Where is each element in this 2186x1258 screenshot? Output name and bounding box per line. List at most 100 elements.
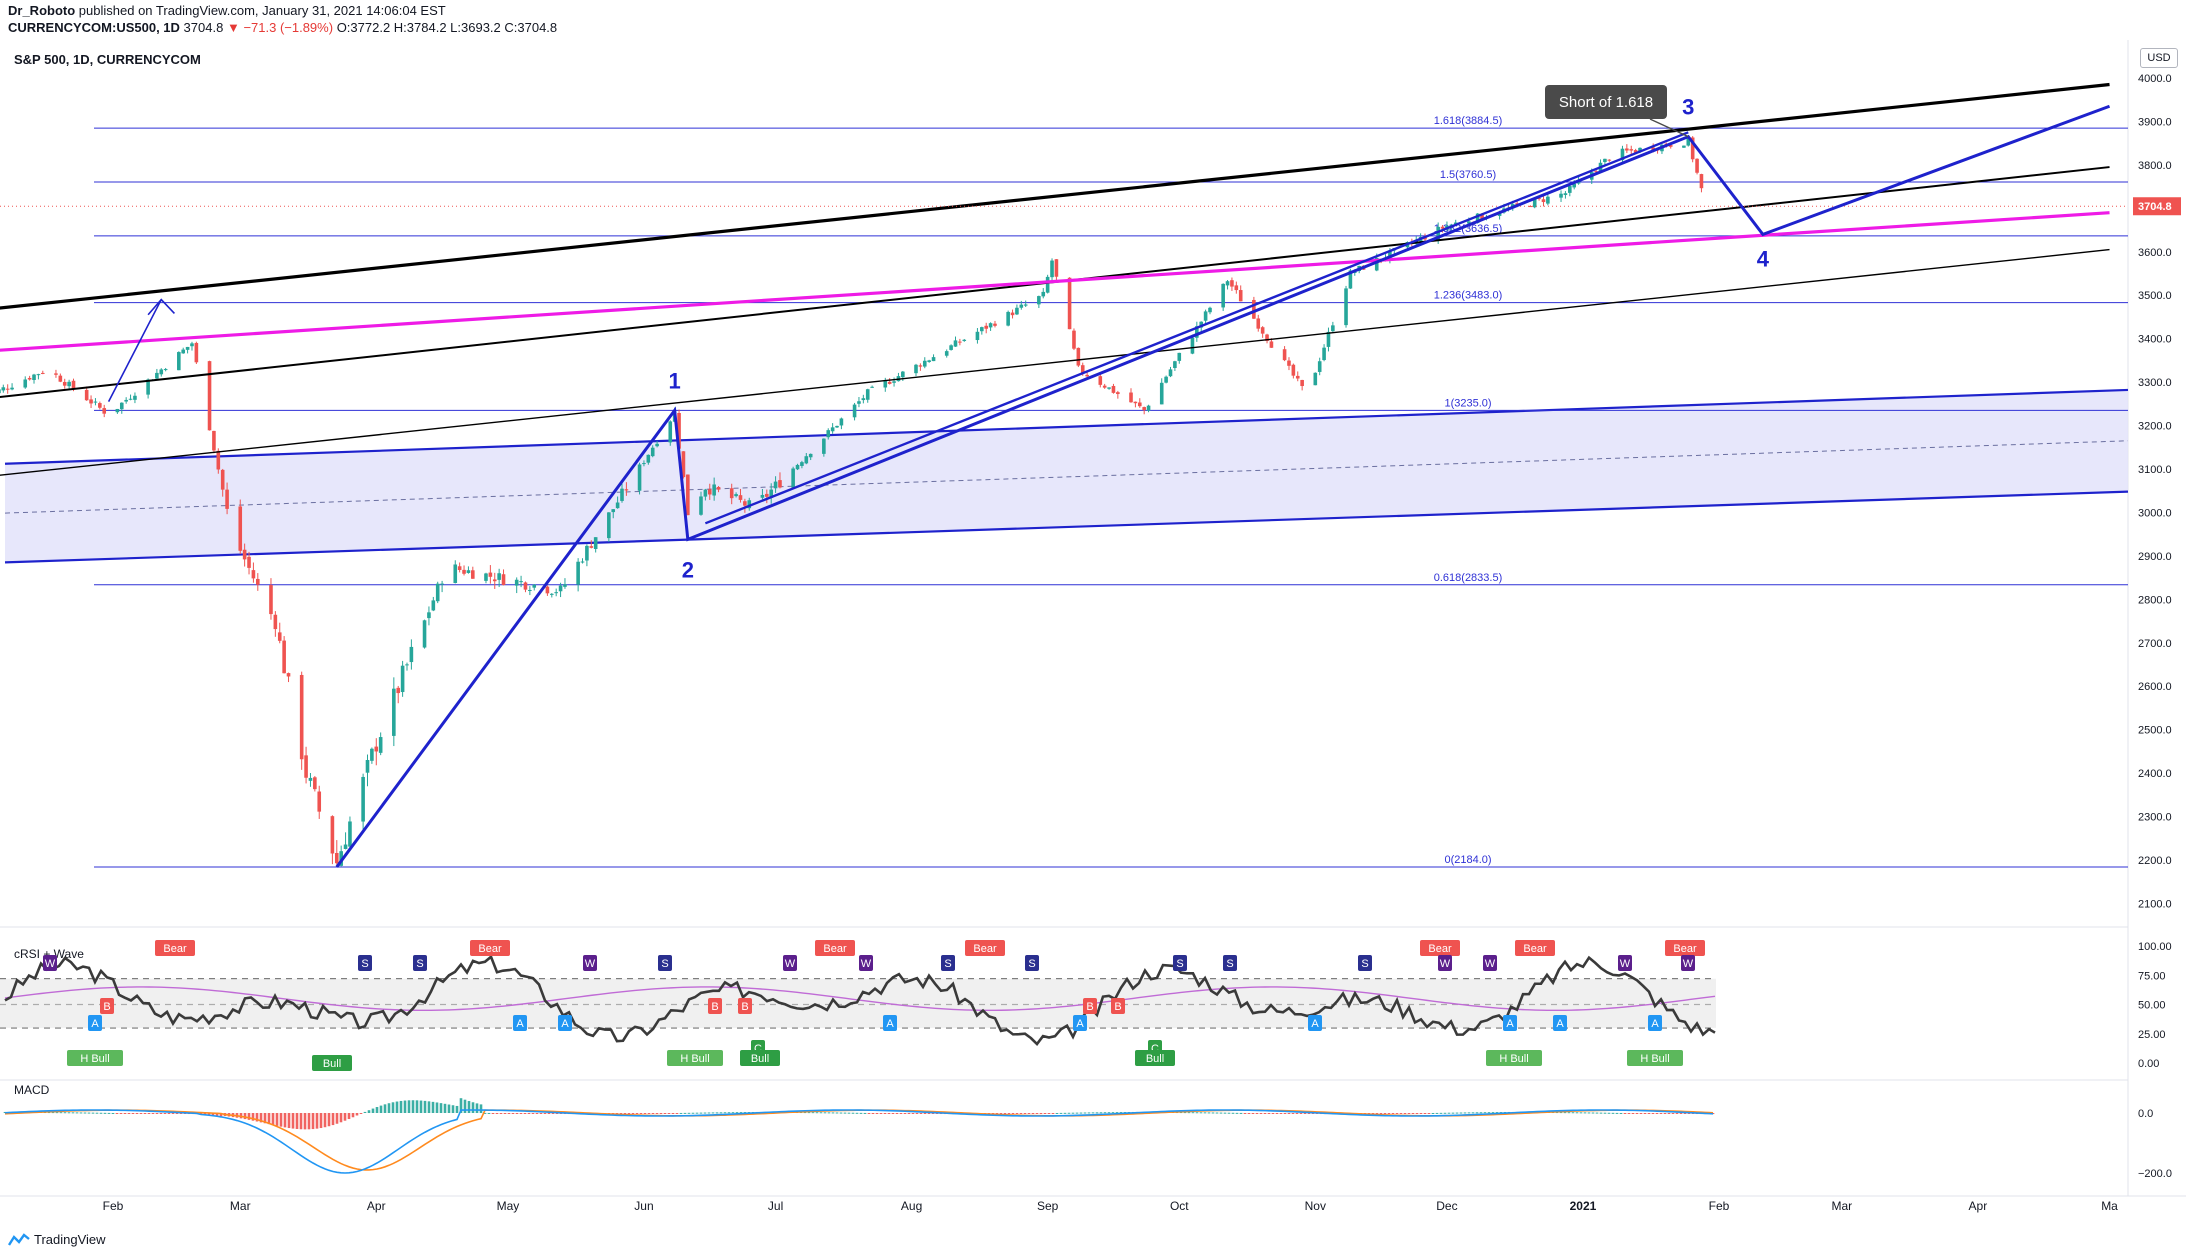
candle-body [800, 462, 804, 466]
badge-bg [1627, 1050, 1683, 1066]
badge-bg [740, 1050, 780, 1066]
candle-body [716, 487, 721, 490]
candle-down [225, 482, 229, 515]
candle-body [1129, 392, 1133, 403]
candle-up [1620, 145, 1625, 164]
candle-up [699, 491, 703, 516]
candle-up [435, 581, 440, 604]
candle-body [1686, 137, 1691, 146]
candle-body [1282, 349, 1287, 361]
macd-histogram-bar [295, 1113, 299, 1129]
candle-down [102, 404, 107, 418]
badge-bg [1648, 1015, 1662, 1031]
candle-body [1015, 307, 1019, 315]
candle-up [466, 566, 471, 574]
candle-down [1238, 285, 1243, 302]
candle-up [611, 509, 616, 519]
candle-up [857, 396, 861, 408]
candle-down [27, 375, 32, 381]
currency-button[interactable]: USD [2140, 48, 2178, 68]
candle-body [317, 791, 322, 812]
macd-histogram-bar [651, 1113, 655, 1114]
tradingview-brand[interactable]: TradingView [8, 1232, 106, 1247]
macd-histogram-bar [415, 1100, 419, 1113]
candle-body [1322, 347, 1326, 361]
author-name[interactable]: Dr_Roboto [8, 3, 76, 18]
badge-label: Bear [163, 943, 187, 955]
candle-body [1080, 365, 1085, 374]
macd-histogram-bar [319, 1113, 323, 1129]
badge-label: A [516, 1018, 524, 1030]
candle-up [67, 379, 71, 389]
crsi-signal-badge: S [658, 955, 672, 971]
candle-body [1563, 193, 1568, 195]
macd-histogram-bar [511, 1113, 515, 1114]
price-tick-label: 4000.0 [2138, 73, 2172, 85]
macd-histogram-bar [127, 1113, 131, 1114]
macd-histogram-bar [627, 1113, 631, 1114]
candle-down [1625, 144, 1629, 154]
crsi-signal-badge: B [708, 998, 722, 1014]
candle-body [1295, 375, 1300, 379]
macd-histogram-bar [1187, 1112, 1191, 1114]
candle-body [435, 583, 440, 602]
macd-title: MACD [14, 1083, 50, 1097]
macd-histogram-bar [1055, 1112, 1059, 1114]
candle-body [308, 777, 313, 781]
candle-body [492, 579, 497, 582]
macd-histogram-bar [483, 1112, 487, 1114]
macd-histogram-bar [1671, 1113, 1675, 1114]
badge-label: W [45, 958, 56, 970]
crsi-title: cRSI + Wave [14, 947, 84, 961]
candle-up [1313, 372, 1318, 386]
macd-histogram-bar [447, 1104, 451, 1113]
macd-histogram-bar [1663, 1113, 1667, 1114]
price-tick-label: 2400.0 [2138, 768, 2172, 780]
macd-histogram-bar [1439, 1112, 1443, 1114]
macd-histogram-bar [883, 1113, 887, 1114]
candle-up [133, 392, 137, 404]
badge-bg [1083, 998, 1097, 1014]
candle-body [1331, 325, 1335, 332]
fib-extension: 1.618(3884.5)1.5(3760.5)1.382(3636.5)1.2… [94, 115, 2128, 868]
macd-histogram-bar [303, 1113, 307, 1130]
candle-down [1607, 159, 1612, 162]
candle-up [931, 354, 936, 362]
badge-bg [1483, 955, 1497, 971]
ohlc-values: O:3772.2 H:3784.2 L:3693.2 C:3704.8 [336, 20, 558, 35]
candle-body [1076, 347, 1081, 366]
macd-histogram-bar [1263, 1113, 1267, 1114]
macd-histogram-bar [387, 1103, 391, 1113]
candle-body [453, 564, 458, 584]
macd-histogram-bar [155, 1113, 159, 1114]
macd-histogram-bar [55, 1112, 59, 1114]
macd-histogram-bar [1063, 1112, 1067, 1114]
candle-down [624, 482, 629, 496]
candle-down [1295, 371, 1300, 382]
candle-up [1045, 274, 1050, 294]
candle-body [988, 323, 993, 328]
candle-down [1282, 346, 1287, 362]
macd-histogram-bar [255, 1113, 259, 1122]
macd-histogram-bar [999, 1113, 1003, 1114]
candle-up [1019, 300, 1024, 310]
macd-histogram-bar [147, 1113, 151, 1114]
candle-up [519, 575, 523, 588]
badge-bg [67, 1050, 123, 1066]
macd-histogram-bar [667, 1113, 671, 1114]
candle-body [620, 488, 624, 501]
candle-up [554, 588, 558, 597]
candle-up [646, 454, 651, 465]
candle-body [791, 468, 795, 488]
candle-down [1142, 406, 1146, 415]
macd-histogram-bar [1563, 1112, 1567, 1114]
candle-body [431, 600, 436, 611]
price-tick-label: 3300.0 [2138, 377, 2172, 389]
candle-body [1221, 283, 1225, 308]
candle-body [554, 592, 558, 594]
candle-body [330, 816, 335, 854]
candle-body [931, 357, 936, 362]
macd-histogram-bar [1667, 1113, 1671, 1114]
candle-body [273, 614, 278, 630]
